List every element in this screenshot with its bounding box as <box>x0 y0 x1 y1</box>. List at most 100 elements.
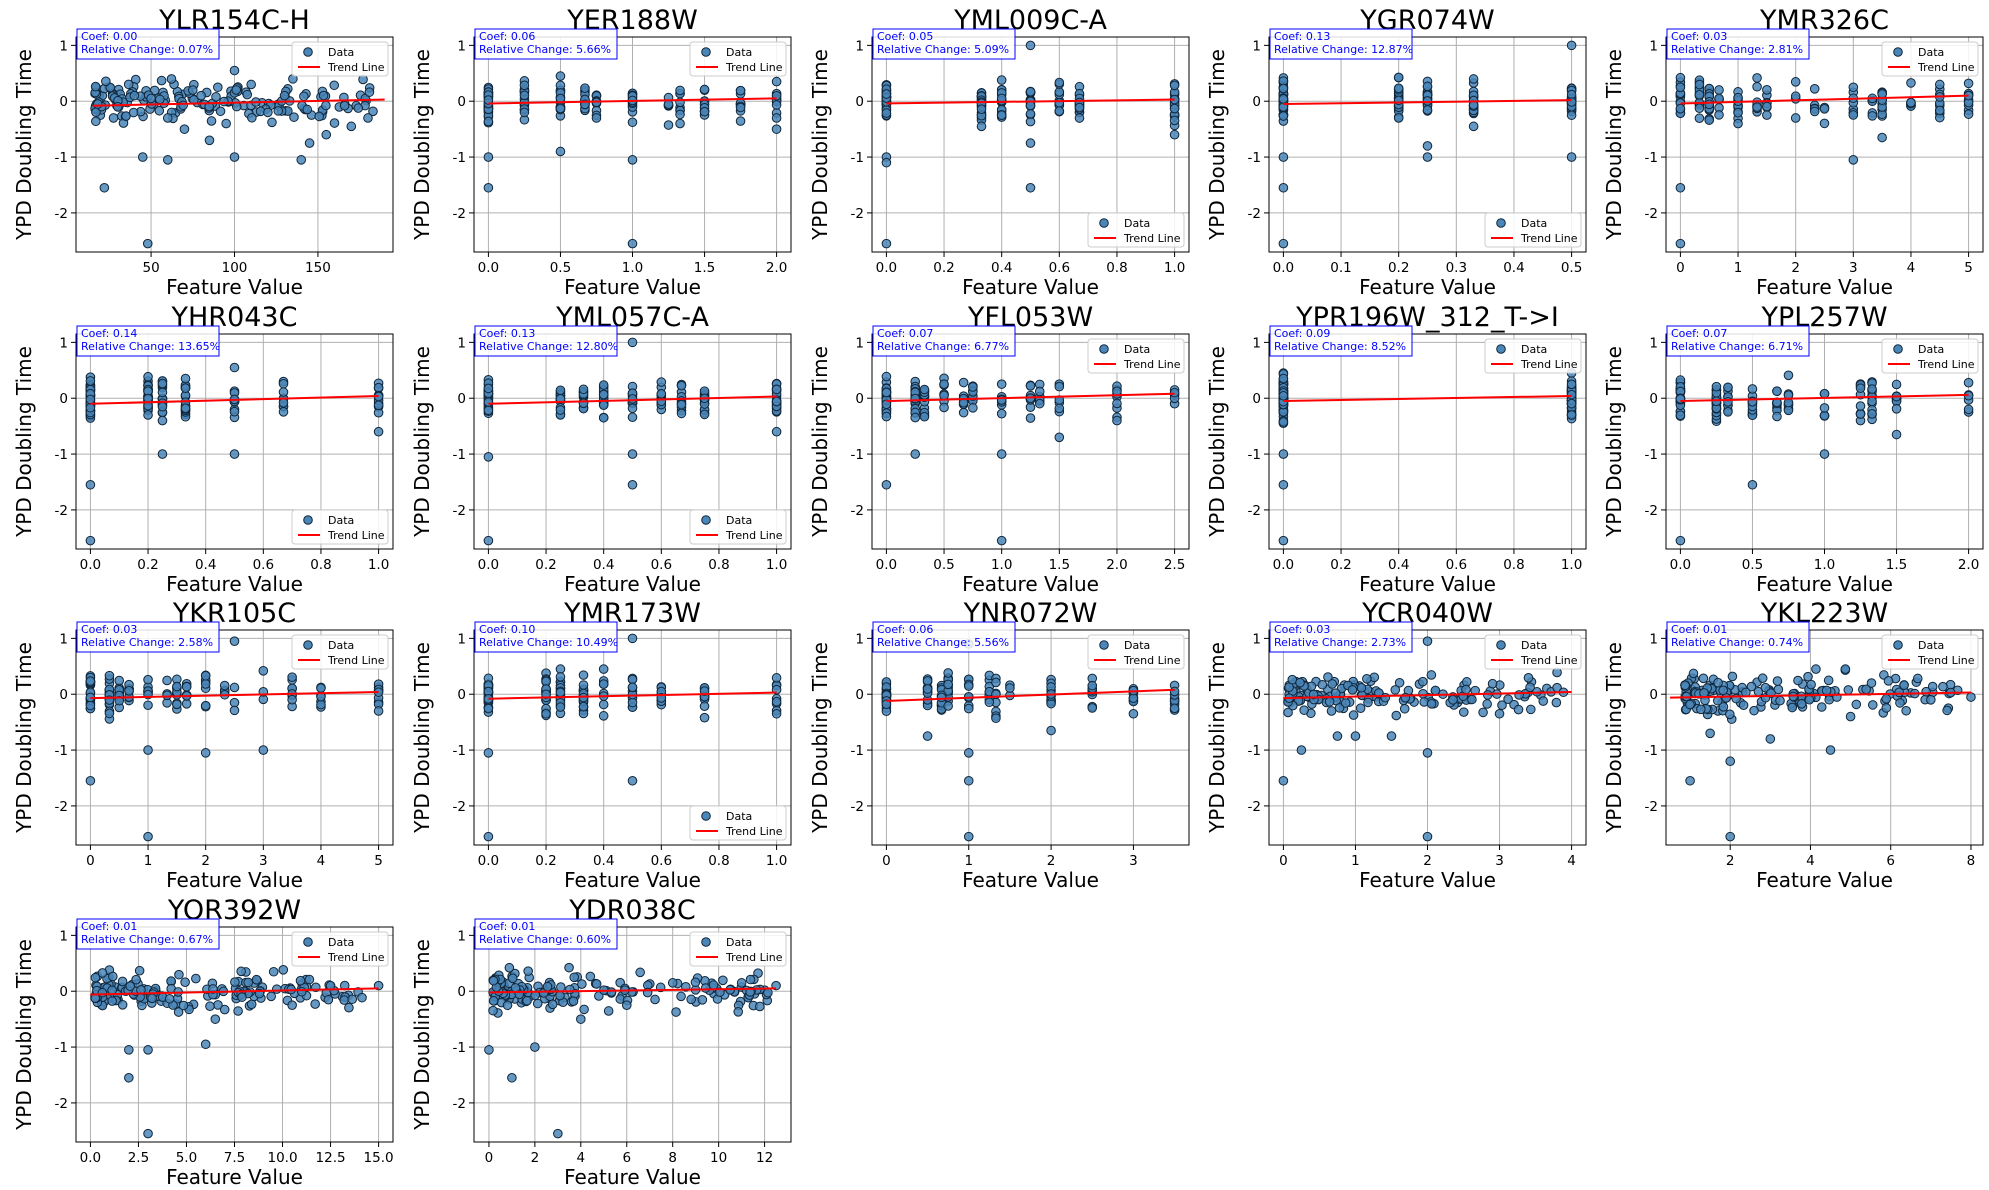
data-point <box>1809 106 1820 117</box>
data-point <box>219 1004 230 1015</box>
legend-marker-data <box>303 937 313 947</box>
data-point <box>1393 113 1404 123</box>
x-tick-label: 0.5 <box>1742 557 1763 573</box>
data-point <box>1128 708 1139 719</box>
data-point <box>1819 388 1830 399</box>
legend-label-data: Data <box>1124 343 1150 356</box>
y-tick-label: 1 <box>1252 631 1261 647</box>
x-tick-label: 1.0 <box>1164 260 1185 276</box>
data-point <box>1566 410 1577 420</box>
data-point <box>991 713 1001 723</box>
data-point <box>1393 83 1404 94</box>
data-point <box>663 120 674 130</box>
data-point <box>1727 671 1738 682</box>
data-point <box>1790 77 1801 87</box>
data-point <box>121 111 131 121</box>
data-point <box>1675 182 1686 193</box>
data-point <box>1326 706 1337 716</box>
data-point <box>996 408 1007 419</box>
y-axis-label: YPD Doubling Time <box>12 642 36 834</box>
legend: Data Trend Line <box>1087 338 1185 374</box>
data-point <box>242 89 253 100</box>
y-tick-label: -2 <box>851 206 864 222</box>
data-point <box>547 999 558 1010</box>
y-tick-label: -2 <box>1645 503 1658 519</box>
data-point <box>1804 694 1815 705</box>
data-point <box>196 90 206 101</box>
data-point <box>85 376 96 386</box>
relative-change-text: Relative Change: 12.80% <box>479 340 618 353</box>
data-point <box>976 104 987 114</box>
trend-line <box>488 987 777 994</box>
data-point <box>1675 72 1686 83</box>
relative-change-text: Relative Change: 2.58% <box>81 636 213 649</box>
data-point <box>483 748 494 758</box>
x-tick-label: 0.4 <box>593 557 614 573</box>
data-point <box>1762 85 1772 95</box>
data-point <box>172 699 182 710</box>
data-point <box>1278 449 1289 459</box>
grid <box>76 334 393 549</box>
data-point <box>302 104 313 115</box>
data-point <box>1790 113 1801 123</box>
data-point <box>1497 700 1507 710</box>
trend-line <box>886 392 1175 403</box>
data-points <box>90 65 378 249</box>
data-point <box>939 379 949 389</box>
legend-label-trend: Trend Line <box>1917 654 1975 667</box>
trend-line <box>90 394 379 405</box>
data-point <box>502 1000 513 1011</box>
data-point <box>1746 681 1757 692</box>
data-point <box>1566 97 1577 107</box>
coef-text: Coef: 0.07 <box>1671 327 1727 340</box>
data-point <box>1422 141 1433 151</box>
data-point <box>700 983 711 993</box>
data-point <box>881 479 892 490</box>
coef-text: Coef: 0.10 <box>479 623 535 636</box>
data-point <box>771 673 782 683</box>
y-axis-label: YPD Doubling Time <box>12 49 36 241</box>
legend-label-trend: Trend Line <box>725 951 783 964</box>
data-point <box>881 411 892 422</box>
data-point <box>598 389 609 400</box>
data-point <box>1861 684 1871 695</box>
coef-text: Coef: 0.03 <box>1274 623 1330 636</box>
data-point <box>1772 386 1782 396</box>
x-tick-label: 4 <box>1907 260 1916 276</box>
annotation-box <box>1269 325 1413 357</box>
data-point <box>1074 113 1085 123</box>
data-point <box>146 93 156 104</box>
data-point <box>1793 675 1803 686</box>
x-axis-label: Feature Value <box>1359 572 1496 596</box>
y-tick-label: -2 <box>55 206 68 222</box>
data-point <box>1694 103 1705 113</box>
annotation-box <box>872 621 1016 653</box>
data-point <box>1942 705 1952 716</box>
data-point <box>157 449 168 459</box>
data-point <box>1487 678 1498 689</box>
data-point <box>162 675 172 686</box>
data-point <box>104 670 115 681</box>
legend: Data Trend Line <box>291 634 389 670</box>
x-axis-label: Feature Value <box>1756 868 1893 892</box>
data-point <box>1112 398 1122 409</box>
data-point <box>763 987 773 998</box>
coef-text: Coef: 0.06 <box>479 30 535 43</box>
data-point <box>1749 705 1759 716</box>
data-point <box>676 408 687 419</box>
data-point <box>1733 107 1743 118</box>
data-point <box>1426 699 1437 709</box>
data-point <box>1054 403 1065 414</box>
data-point <box>555 702 566 712</box>
data-point <box>304 138 315 148</box>
data-point <box>107 996 117 1006</box>
legend: Data Trend Line <box>1484 634 1582 670</box>
x-tick-label: 15.0 <box>364 1150 394 1166</box>
annotation-box <box>1666 325 1810 357</box>
data-point <box>1694 113 1705 124</box>
legend: Data Trend Line <box>689 509 787 545</box>
y-tick-label: -2 <box>1248 206 1261 222</box>
data-point <box>1054 106 1065 116</box>
data-point <box>991 677 1001 688</box>
